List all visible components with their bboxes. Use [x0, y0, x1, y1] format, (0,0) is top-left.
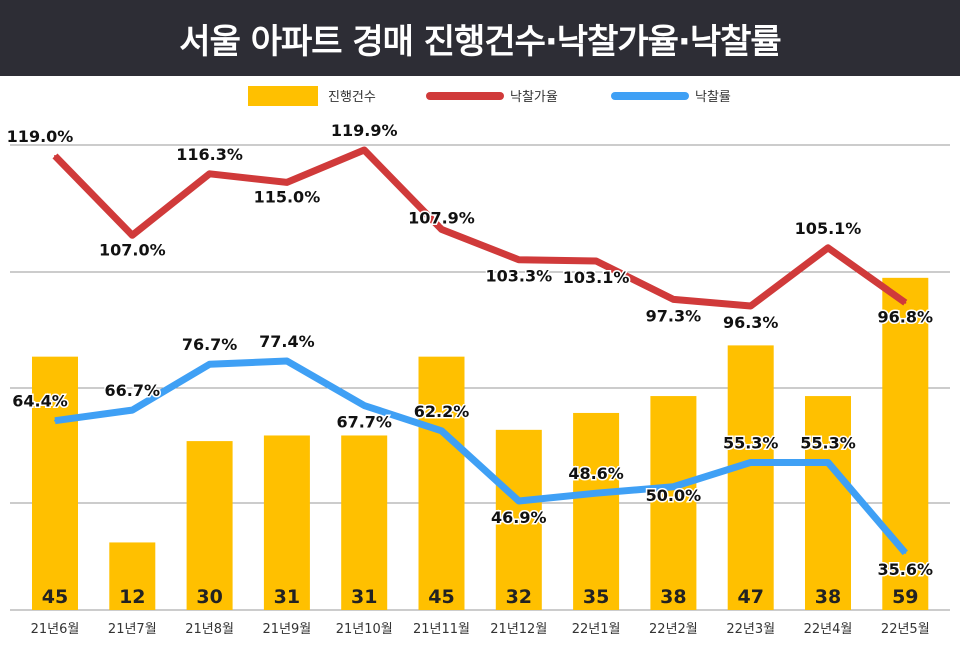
success-rate-point [208, 363, 211, 366]
bar-value-label: 45 [428, 586, 454, 608]
bar-value-label: 59 [892, 586, 918, 608]
legend-swatch [248, 86, 318, 106]
bid-rate-data-label: 103.3% [485, 267, 552, 286]
bar-value-label: 45 [42, 586, 68, 608]
bid-rate-point [285, 181, 288, 184]
success-rate-data-label: 48.6% [568, 464, 624, 483]
success-rate-point [131, 409, 134, 412]
legend-label: 낙찰률 [695, 90, 731, 105]
bid-rate-data-label: 96.8% [878, 308, 934, 327]
bar-value-label: 32 [506, 586, 532, 608]
bar [573, 412, 620, 610]
bid-rate-point [131, 234, 134, 237]
x-tick-label: 21년10월 [336, 622, 393, 637]
bid-rate-data-label: 107.0% [99, 240, 166, 259]
success-rate-point [517, 499, 520, 502]
bid-rate-point [517, 258, 520, 261]
success-rate-point [827, 461, 829, 464]
bar-value-label: 35 [583, 586, 609, 608]
chart-title: 서울 아파트 경매 진행건수·낙찰가율·낙찰률 [0, 0, 960, 76]
bid-rate-point [440, 228, 443, 231]
bar [727, 345, 774, 610]
bid-rate-point [827, 246, 829, 249]
bar [882, 277, 929, 610]
success-rate-data-label: 35.6% [878, 560, 934, 579]
x-tick-label: 21년6월 [31, 622, 80, 637]
bar [805, 396, 851, 610]
bar-value-label: 30 [196, 586, 222, 608]
bar [650, 396, 697, 610]
legend-label: 진행건수 [328, 89, 376, 105]
success-rate-data-label: 50.0% [646, 486, 702, 505]
bid-rate-data-label: 97.3% [646, 306, 702, 325]
success-rate-data-label: 66.7% [105, 381, 161, 400]
bid-rate-point [595, 260, 598, 263]
x-tick-label: 21년9월 [263, 622, 312, 637]
bid-rate-data-label: 103.1% [563, 268, 630, 287]
bar [418, 356, 465, 610]
success-rate-point [440, 429, 443, 432]
x-tick-label: 22년3월 [726, 622, 775, 637]
bid-rate-line [52, 146, 908, 310]
x-tick-label: 21년8월 [185, 622, 234, 637]
bar [109, 542, 156, 610]
success-rate-point [672, 485, 675, 488]
bar [341, 435, 388, 610]
x-tick-label: 21년12월 [490, 622, 547, 637]
bid-rate-data-label: 119.9% [331, 121, 398, 140]
success-rate-point [285, 360, 288, 362]
success-rate-point [363, 404, 366, 407]
bar-value-label: 12 [119, 586, 145, 608]
bid-rate-data-label: 119.0% [7, 127, 74, 146]
x-tick-label: 22년4월 [804, 622, 853, 637]
success-rate-data-label: 55.3% [723, 433, 779, 452]
bar-value-label: 38 [660, 586, 686, 608]
bar [186, 441, 233, 610]
x-tick-label: 21년7월 [108, 622, 157, 637]
bar [32, 356, 78, 610]
success-rate-point [595, 492, 598, 495]
success-rate-point [749, 461, 752, 464]
bid-rate-data-label: 115.0% [254, 187, 321, 206]
success-rate-line [54, 357, 908, 556]
success-rate-data-label: 62.2% [414, 402, 470, 421]
success-rate-data-label: 77.4% [259, 332, 315, 351]
bar-value-label: 38 [815, 586, 841, 608]
success-rate-data-label: 67.7% [336, 413, 392, 432]
bid-rate-data-label: 107.9% [408, 208, 475, 227]
legend-label: 낙찰가율 [510, 90, 558, 105]
bar-value-label: 47 [737, 586, 763, 608]
success-rate-point [904, 551, 907, 554]
bid-rate-point [363, 149, 366, 151]
bar-value-label: 31 [351, 586, 377, 608]
success-rate-point [54, 419, 56, 422]
bar [263, 435, 310, 610]
bid-rate-point [54, 154, 56, 157]
success-rate-data-label: 64.4% [12, 392, 68, 411]
x-tick-label: 22년5월 [881, 622, 930, 637]
success-rate-data-label: 46.9% [491, 508, 547, 527]
bar-value-label: 31 [274, 586, 300, 608]
success-rate-data-label: 55.3% [800, 433, 856, 452]
x-tick-label: 22년2월 [649, 622, 698, 637]
bid-rate-point [904, 301, 907, 304]
bid-rate-data-label: 116.3% [176, 145, 243, 164]
bid-rate-data-label: 105.1% [795, 219, 862, 238]
x-tick-label: 21년11월 [413, 622, 470, 637]
bid-rate-point [208, 172, 211, 175]
x-tick-label: 22년1월 [572, 622, 621, 637]
bid-rate-data-label: 96.3% [723, 313, 779, 332]
bid-rate-point [749, 304, 752, 307]
success-rate-data-label: 76.7% [182, 335, 238, 354]
bid-rate-point [672, 298, 675, 301]
bar [495, 429, 542, 610]
